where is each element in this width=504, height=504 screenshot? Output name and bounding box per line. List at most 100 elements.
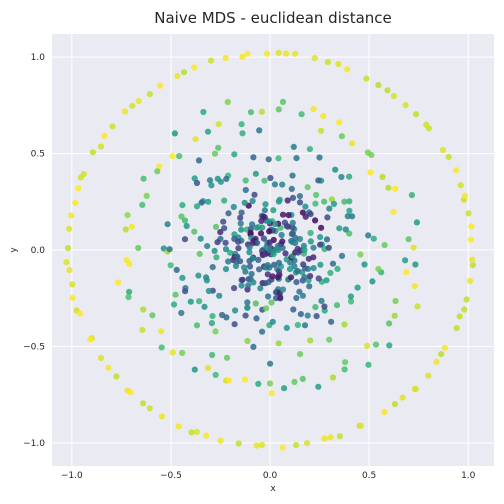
data-point <box>171 130 178 137</box>
data-point <box>346 207 353 214</box>
data-point <box>294 321 301 329</box>
data-point <box>288 185 295 192</box>
data-point <box>315 383 322 390</box>
data-point <box>225 258 232 265</box>
data-point <box>135 97 142 105</box>
data-point <box>249 240 256 247</box>
data-point <box>76 310 83 317</box>
data-point <box>469 256 476 263</box>
y-tick-label: 1.0 <box>31 53 46 63</box>
data-point <box>271 181 278 188</box>
data-point <box>173 266 180 273</box>
data-point <box>259 328 266 335</box>
data-point <box>288 231 295 238</box>
data-point <box>299 209 306 216</box>
data-point <box>375 82 382 89</box>
data-point <box>293 155 300 162</box>
data-point <box>255 256 262 263</box>
data-point <box>289 219 296 226</box>
y-axis-label: y <box>9 247 19 253</box>
data-point <box>257 230 265 237</box>
data-point <box>313 313 320 320</box>
data-point <box>301 246 308 253</box>
data-point <box>212 223 220 230</box>
data-point <box>317 241 324 248</box>
data-point <box>296 235 304 243</box>
data-point <box>89 149 96 156</box>
data-point <box>269 273 276 280</box>
data-point <box>283 256 290 263</box>
data-point <box>289 172 296 179</box>
data-point <box>275 268 283 275</box>
data-point <box>193 203 201 210</box>
data-point <box>384 87 391 94</box>
data-point <box>468 223 475 230</box>
data-point <box>318 224 325 231</box>
data-point <box>328 318 335 325</box>
data-point <box>209 313 216 320</box>
data-point <box>336 433 343 440</box>
data-point <box>302 203 309 210</box>
data-point <box>298 111 305 118</box>
data-point <box>140 306 147 313</box>
data-point <box>244 304 251 311</box>
data-point <box>289 224 296 231</box>
data-point <box>324 59 331 66</box>
data-point <box>267 174 274 182</box>
data-point <box>279 286 287 293</box>
data-point <box>158 413 166 420</box>
data-point <box>231 321 238 328</box>
data-point <box>327 269 334 276</box>
data-point <box>456 313 463 320</box>
data-point <box>344 66 351 73</box>
data-point <box>97 354 105 362</box>
data-point <box>158 328 165 335</box>
data-point <box>75 185 82 192</box>
y-tick-label: 0.0 <box>31 246 46 256</box>
data-point <box>252 300 259 307</box>
data-point <box>408 192 415 199</box>
data-point <box>320 113 327 120</box>
data-point <box>453 325 460 332</box>
data-point <box>223 354 231 361</box>
data-point <box>271 221 278 228</box>
data-point <box>258 441 266 448</box>
data-point <box>259 224 266 231</box>
data-point <box>321 303 328 310</box>
data-point <box>296 193 303 200</box>
data-point <box>317 127 325 134</box>
data-point <box>354 284 361 291</box>
data-point <box>222 266 230 273</box>
data-point <box>212 371 219 378</box>
data-point <box>364 342 371 349</box>
data-point <box>441 344 448 351</box>
data-point <box>196 298 203 305</box>
data-point <box>282 250 289 257</box>
data-point <box>245 282 252 289</box>
data-point <box>191 366 198 373</box>
data-point <box>467 236 474 243</box>
data-point <box>310 254 317 261</box>
y-tick-label: −0.5 <box>23 342 45 352</box>
data-point <box>172 291 179 298</box>
data-point <box>208 320 215 327</box>
data-point <box>122 226 129 233</box>
data-point <box>193 428 200 435</box>
data-point <box>193 322 201 329</box>
data-point <box>281 385 288 392</box>
data-point <box>291 378 298 385</box>
data-point <box>326 336 333 343</box>
data-point <box>249 197 256 205</box>
data-point <box>279 444 286 451</box>
data-point <box>310 105 317 113</box>
data-point <box>402 102 409 109</box>
data-point <box>325 244 332 251</box>
data-point <box>346 173 353 180</box>
data-point <box>275 49 282 56</box>
data-point <box>300 261 307 268</box>
data-point <box>266 239 273 246</box>
data-point <box>109 123 116 130</box>
data-point <box>335 60 342 68</box>
data-point <box>264 271 271 278</box>
data-point <box>154 168 161 175</box>
